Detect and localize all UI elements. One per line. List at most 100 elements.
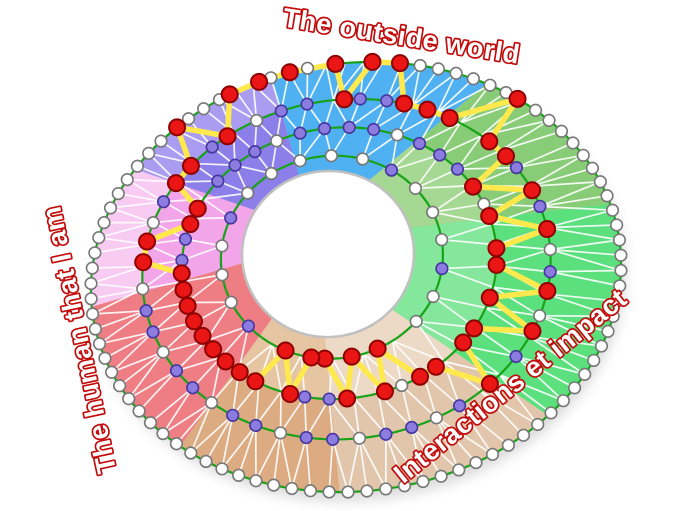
white-node bbox=[120, 173, 134, 187]
red-node bbox=[390, 54, 409, 73]
white-node bbox=[501, 438, 515, 452]
red-node bbox=[395, 94, 414, 113]
mesh-line bbox=[484, 307, 541, 317]
white-node bbox=[426, 205, 440, 219]
white-node bbox=[92, 231, 106, 245]
white-node bbox=[360, 484, 374, 498]
white-node bbox=[88, 322, 102, 336]
white-node bbox=[92, 337, 107, 351]
mesh-line bbox=[91, 265, 144, 269]
red-node bbox=[418, 100, 437, 119]
white-node bbox=[156, 345, 170, 359]
mesh-line bbox=[411, 72, 457, 107]
white-node bbox=[576, 148, 590, 162]
mesh-line bbox=[438, 134, 483, 156]
white-node bbox=[516, 428, 531, 442]
sector-blue-top bbox=[272, 61, 487, 181]
purple-node bbox=[224, 211, 238, 225]
mesh-line bbox=[436, 72, 457, 114]
purple-node bbox=[384, 163, 399, 177]
mesh-line bbox=[411, 68, 440, 107]
purple-node bbox=[241, 319, 255, 333]
red-node bbox=[480, 132, 499, 151]
mesh-line bbox=[400, 384, 438, 419]
mesh-line bbox=[189, 414, 234, 454]
red-node bbox=[216, 352, 235, 371]
mesh-line bbox=[435, 417, 460, 471]
white-node bbox=[293, 154, 307, 168]
mesh-line bbox=[272, 432, 282, 486]
mesh-line bbox=[218, 98, 258, 122]
mesh-line bbox=[377, 392, 387, 436]
mesh-line bbox=[499, 119, 550, 152]
mesh-line bbox=[539, 180, 602, 208]
mesh-line bbox=[191, 356, 222, 389]
mesh-line bbox=[90, 282, 144, 290]
mesh-line bbox=[415, 320, 445, 363]
white-node bbox=[542, 113, 556, 127]
red-node bbox=[464, 177, 483, 196]
mesh-line bbox=[110, 331, 154, 374]
white-node bbox=[199, 454, 213, 468]
mesh-line bbox=[162, 401, 213, 435]
mesh-line bbox=[418, 122, 462, 145]
mesh-line bbox=[515, 355, 586, 376]
purple-node bbox=[139, 304, 153, 318]
mesh-line bbox=[98, 309, 147, 345]
white-node bbox=[601, 324, 615, 338]
mesh-line bbox=[539, 205, 614, 212]
purple-node bbox=[205, 140, 219, 154]
white-node bbox=[578, 367, 592, 381]
mesh-line bbox=[353, 352, 365, 399]
red-node bbox=[280, 63, 299, 82]
mesh-line bbox=[97, 221, 155, 239]
mesh-line bbox=[528, 180, 602, 188]
red-node bbox=[480, 374, 499, 393]
white-node bbox=[356, 152, 370, 166]
white-node bbox=[533, 309, 547, 323]
white-node bbox=[156, 427, 170, 441]
white-node bbox=[485, 447, 500, 461]
mesh-line bbox=[442, 360, 501, 376]
white-node bbox=[614, 248, 628, 262]
purple-node bbox=[412, 136, 427, 151]
red-node bbox=[246, 372, 265, 391]
mesh-line bbox=[175, 356, 222, 372]
white-node bbox=[105, 365, 119, 379]
white-node bbox=[232, 468, 246, 482]
white-node bbox=[136, 282, 150, 296]
mesh-line bbox=[91, 309, 147, 315]
mesh-line bbox=[255, 432, 282, 482]
white-node bbox=[610, 294, 624, 308]
mesh-line bbox=[162, 198, 205, 203]
purple-node bbox=[274, 104, 288, 118]
mesh-line bbox=[545, 209, 614, 229]
white-node bbox=[610, 218, 624, 232]
mesh-line bbox=[458, 404, 510, 447]
mesh-line bbox=[104, 331, 154, 360]
purple-node bbox=[300, 97, 314, 111]
mesh-line bbox=[479, 390, 525, 437]
mesh-line bbox=[353, 396, 361, 440]
purple-node bbox=[509, 160, 524, 175]
mesh-line bbox=[549, 270, 621, 287]
red-node bbox=[523, 322, 542, 341]
white-node bbox=[98, 351, 112, 365]
mesh-line bbox=[545, 226, 621, 241]
purple-node bbox=[435, 261, 449, 276]
purple-node bbox=[379, 427, 393, 441]
mesh-line bbox=[127, 369, 178, 400]
white-node bbox=[132, 404, 146, 418]
mesh-line bbox=[390, 154, 441, 171]
white-node bbox=[215, 239, 229, 253]
mesh-line bbox=[458, 404, 494, 456]
white-node bbox=[324, 149, 338, 163]
white-node bbox=[249, 474, 263, 488]
purple-node bbox=[298, 390, 312, 404]
mesh-line bbox=[528, 335, 595, 362]
mesh-line bbox=[347, 437, 361, 493]
purple-node bbox=[322, 392, 336, 406]
white-node bbox=[122, 392, 136, 406]
mesh-line bbox=[192, 162, 236, 167]
